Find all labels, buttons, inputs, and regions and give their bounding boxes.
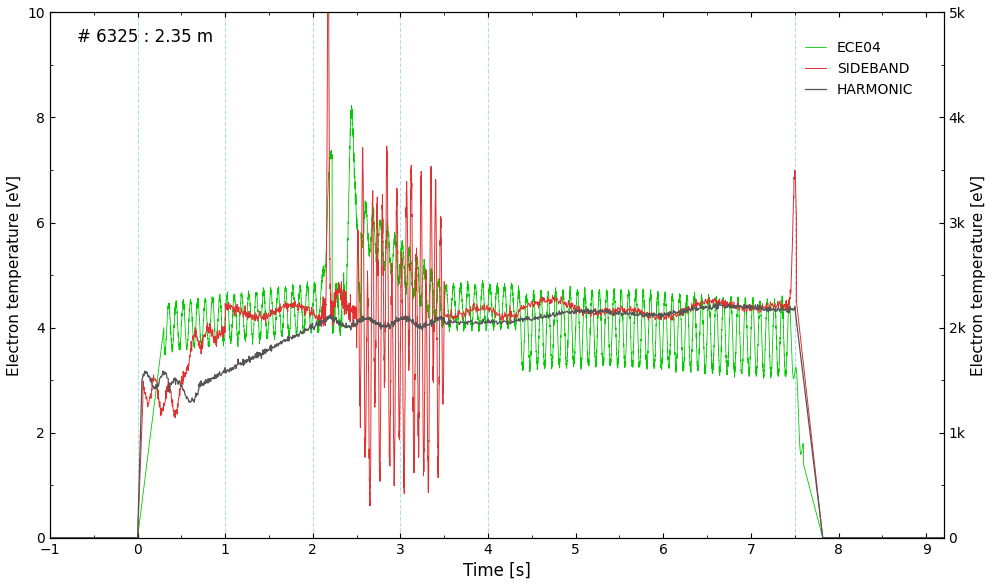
ECE04: [346, 102, 357, 109]
ECE04: [682, 305, 694, 312]
SIDEBAND: [420, 272, 432, 279]
Line: ECE04: ECE04: [50, 106, 943, 538]
ECE04: [221, 294, 233, 301]
SIDEBAND: [261, 313, 273, 320]
SIDEBAND: [396, 262, 408, 269]
Y-axis label: Electron temperature [eV]: Electron temperature [eV]: [971, 174, 986, 376]
HARMONIC: [785, 305, 797, 312]
HARMONIC: [937, 534, 949, 541]
HARMONIC: [626, 312, 638, 319]
Text: # 6325 : 2.35 m: # 6325 : 2.35 m: [76, 28, 213, 46]
ECE04: [576, 356, 588, 363]
SIDEBAND: [788, 176, 800, 183]
SIDEBAND: [661, 312, 673, 319]
SIDEBAND: [44, 534, 56, 541]
X-axis label: Time [s]: Time [s]: [463, 562, 530, 580]
HARMONIC: [514, 316, 526, 323]
ECE04: [308, 292, 320, 299]
HARMONIC: [44, 534, 56, 541]
ECE04: [600, 305, 612, 312]
HARMONIC: [780, 305, 791, 312]
HARMONIC: [713, 299, 725, 306]
Line: SIDEBAND: SIDEBAND: [50, 0, 943, 538]
SIDEBAND: [937, 534, 949, 541]
Line: HARMONIC: HARMONIC: [50, 303, 943, 538]
ECE04: [622, 295, 634, 302]
Legend: ECE04, SIDEBAND, HARMONIC: ECE04, SIDEBAND, HARMONIC: [799, 35, 919, 102]
HARMONIC: [371, 321, 383, 328]
HARMONIC: [719, 303, 731, 311]
ECE04: [937, 534, 949, 541]
ECE04: [44, 534, 56, 541]
SIDEBAND: [135, 435, 147, 442]
Y-axis label: Electron temperature [eV]: Electron temperature [eV]: [7, 174, 22, 376]
